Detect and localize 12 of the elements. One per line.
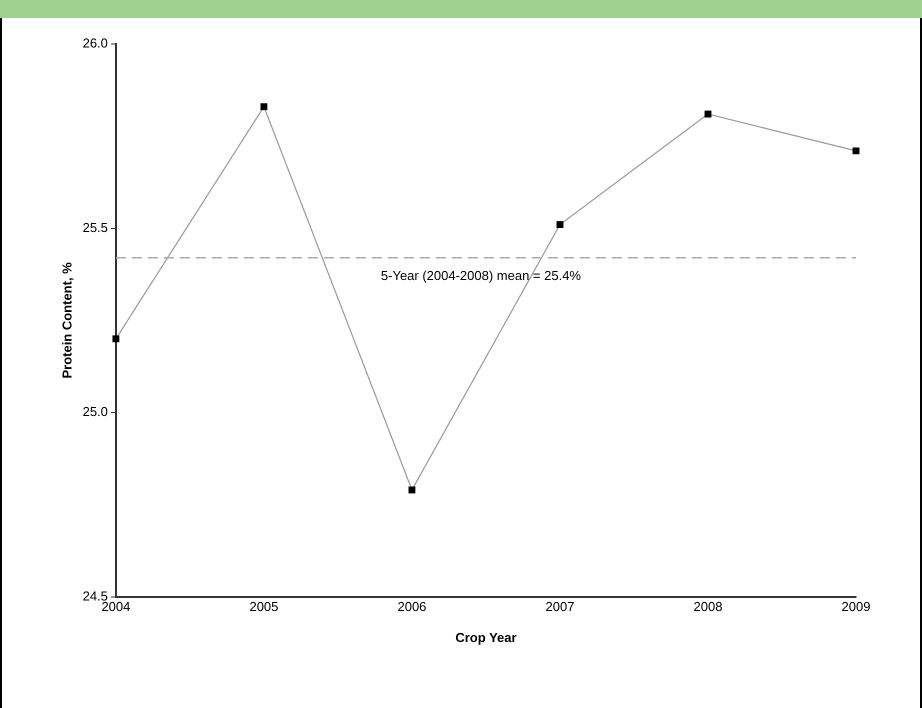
x-tick-label: 2009 bbox=[842, 599, 870, 614]
x-tick-label: 2007 bbox=[546, 599, 574, 614]
y-tick-label: 25.0 bbox=[82, 404, 108, 420]
x-axis-title: Crop Year bbox=[455, 630, 517, 645]
ref-line-label: 5-Year (2004-2008) mean = 25.4% bbox=[380, 268, 582, 283]
y-axis-title: Protein Content, % bbox=[59, 262, 74, 379]
x-tick-label: 2008 bbox=[694, 599, 722, 614]
y-tick-label: 25.5 bbox=[82, 220, 108, 235]
y-tick-label: 24.5 bbox=[82, 588, 108, 604]
x-tick-label: 2005 bbox=[249, 599, 278, 614]
x-tick-label: 2006 bbox=[397, 599, 426, 614]
y-tick-label: 26.0 bbox=[82, 36, 108, 51]
